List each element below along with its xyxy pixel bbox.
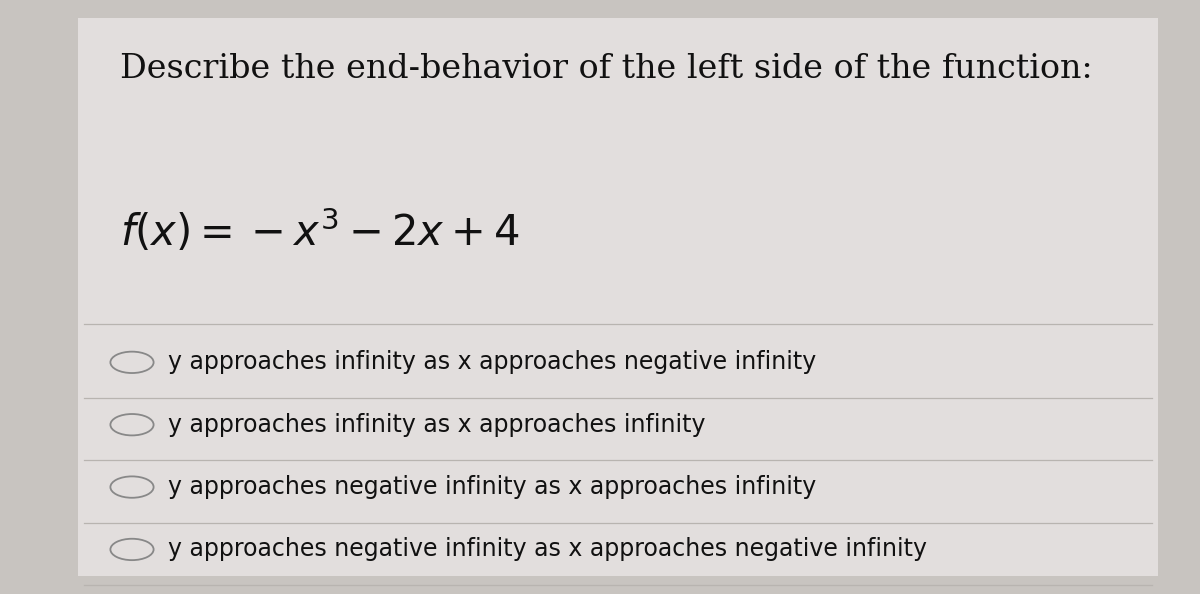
Text: y approaches negative infinity as x approaches infinity: y approaches negative infinity as x appr… xyxy=(168,475,816,499)
FancyBboxPatch shape xyxy=(78,18,1158,576)
Text: y approaches infinity as x approaches infinity: y approaches infinity as x approaches in… xyxy=(168,413,706,437)
Text: Describe the end-behavior of the left side of the function:: Describe the end-behavior of the left si… xyxy=(120,53,1093,86)
Text: y approaches negative infinity as x approaches negative infinity: y approaches negative infinity as x appr… xyxy=(168,538,928,561)
Text: y approaches infinity as x approaches negative infinity: y approaches infinity as x approaches ne… xyxy=(168,350,816,374)
Text: $f(x) = -x^3 - 2x + 4$: $f(x) = -x^3 - 2x + 4$ xyxy=(120,208,520,255)
